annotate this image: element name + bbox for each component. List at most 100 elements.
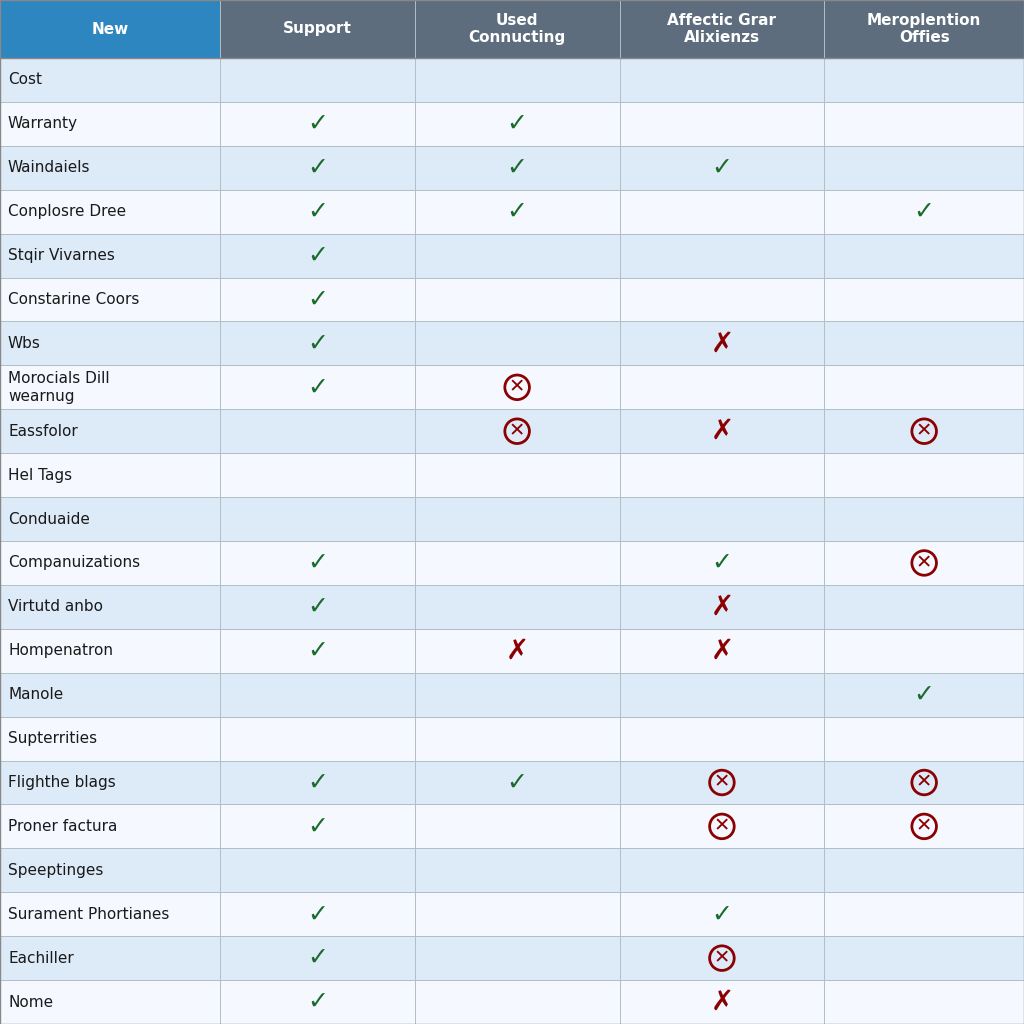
Bar — [824, 322, 1024, 366]
Bar — [620, 410, 824, 454]
Bar — [220, 0, 415, 58]
Bar — [620, 278, 824, 322]
Bar — [0, 145, 220, 189]
Text: Affectic Grar
Alixienzs: Affectic Grar Alixienzs — [668, 12, 776, 45]
Text: ✓: ✓ — [307, 551, 328, 574]
Text: Morocials Dill
wearnug: Morocials Dill wearnug — [8, 371, 110, 403]
Bar — [220, 497, 415, 541]
Text: Speeptinges: Speeptinges — [8, 863, 103, 878]
Bar — [0, 233, 220, 278]
Bar — [824, 761, 1024, 805]
Bar — [620, 761, 824, 805]
Text: Hompenatron: Hompenatron — [8, 643, 113, 658]
Text: ✓: ✓ — [307, 200, 328, 223]
Bar — [415, 58, 620, 102]
Text: ✗: ✗ — [711, 593, 733, 621]
Bar — [220, 848, 415, 892]
Text: ✓: ✓ — [507, 112, 527, 136]
Bar — [0, 673, 220, 717]
Text: ✕: ✕ — [916, 816, 932, 836]
Text: ✓: ✓ — [507, 200, 527, 223]
Text: ✓: ✓ — [307, 946, 328, 970]
Bar — [620, 892, 824, 936]
Bar — [620, 629, 824, 673]
Bar — [0, 805, 220, 848]
Bar — [415, 189, 620, 233]
Text: ✓: ✓ — [712, 902, 732, 927]
Bar — [620, 145, 824, 189]
Bar — [220, 454, 415, 497]
Bar — [0, 102, 220, 145]
Bar — [824, 189, 1024, 233]
Bar — [415, 541, 620, 585]
Text: ✓: ✓ — [307, 244, 328, 267]
Text: ✓: ✓ — [307, 376, 328, 399]
Bar — [415, 366, 620, 410]
Bar — [220, 936, 415, 980]
Bar — [824, 58, 1024, 102]
Bar — [0, 278, 220, 322]
Bar — [0, 410, 220, 454]
Text: Companuizations: Companuizations — [8, 555, 140, 570]
Bar — [620, 717, 824, 761]
Text: Hel Tags: Hel Tags — [8, 468, 72, 482]
Bar — [0, 454, 220, 497]
Bar — [0, 936, 220, 980]
Text: Nome: Nome — [8, 994, 53, 1010]
Bar — [220, 980, 415, 1024]
Text: Surament Phortianes: Surament Phortianes — [8, 906, 169, 922]
Text: Stqir Vivarnes: Stqir Vivarnes — [8, 248, 115, 263]
Text: ✓: ✓ — [307, 595, 328, 618]
Text: ✕: ✕ — [714, 816, 730, 836]
Bar — [824, 278, 1024, 322]
Text: Proner factura: Proner factura — [8, 819, 118, 834]
Text: Support: Support — [283, 22, 352, 37]
Bar — [220, 805, 415, 848]
Bar — [220, 145, 415, 189]
Text: Constarine Coors: Constarine Coors — [8, 292, 139, 307]
Bar — [220, 189, 415, 233]
Bar — [824, 980, 1024, 1024]
Text: ✓: ✓ — [507, 770, 527, 795]
Bar — [824, 145, 1024, 189]
Text: Supterrities: Supterrities — [8, 731, 97, 746]
Bar — [0, 761, 220, 805]
Bar — [415, 278, 620, 322]
Bar — [0, 848, 220, 892]
Bar — [824, 892, 1024, 936]
Bar — [824, 629, 1024, 673]
Bar — [415, 848, 620, 892]
Bar — [220, 761, 415, 805]
Bar — [824, 366, 1024, 410]
Bar — [0, 322, 220, 366]
Bar — [620, 58, 824, 102]
Bar — [824, 541, 1024, 585]
Bar — [415, 585, 620, 629]
Text: Wbs: Wbs — [8, 336, 41, 351]
Text: Flighthe blags: Flighthe blags — [8, 775, 116, 790]
Text: ✓: ✓ — [712, 551, 732, 574]
Bar — [415, 145, 620, 189]
Bar — [620, 366, 824, 410]
Bar — [620, 936, 824, 980]
Text: ✓: ✓ — [307, 990, 328, 1014]
Text: ✓: ✓ — [307, 112, 328, 136]
Bar — [0, 629, 220, 673]
Text: Warranty: Warranty — [8, 117, 78, 131]
Text: ✕: ✕ — [916, 553, 932, 572]
Bar — [620, 0, 824, 58]
Bar — [620, 102, 824, 145]
Bar — [620, 980, 824, 1024]
Text: ✓: ✓ — [507, 156, 527, 180]
Bar — [824, 585, 1024, 629]
Text: ✕: ✕ — [509, 377, 525, 396]
Text: ✕: ✕ — [916, 421, 932, 440]
Bar — [220, 629, 415, 673]
Bar — [824, 936, 1024, 980]
Text: ✓: ✓ — [307, 156, 328, 180]
Text: ✕: ✕ — [509, 421, 525, 440]
Bar — [415, 629, 620, 673]
Bar — [620, 189, 824, 233]
Text: ✓: ✓ — [307, 639, 328, 663]
Bar — [415, 233, 620, 278]
